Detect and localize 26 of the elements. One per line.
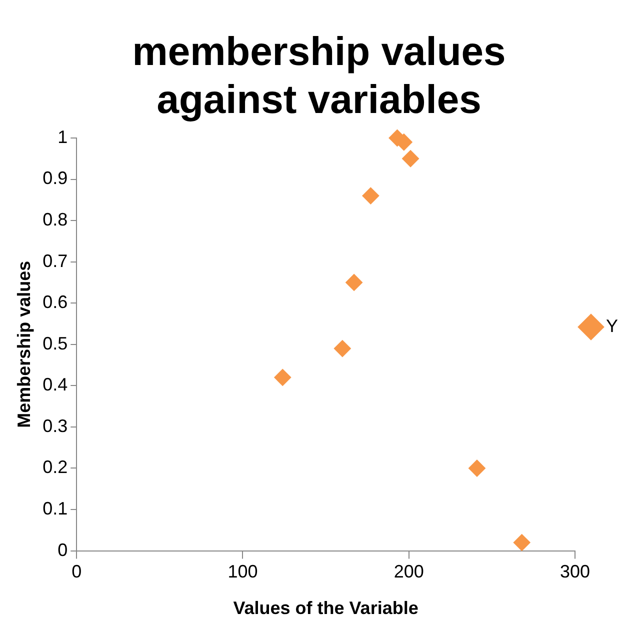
y-tick-label: 0 <box>58 540 68 560</box>
point <box>402 150 420 168</box>
y-tick-label: 0.9 <box>42 168 68 188</box>
x-tick-label: 300 <box>560 562 590 582</box>
x-tick-label: 0 <box>72 562 82 582</box>
y-tick-label: 0.4 <box>42 374 68 395</box>
legend-label: Y <box>606 316 618 336</box>
x-tick-label: 200 <box>394 562 424 582</box>
y-tick-label: 0.7 <box>42 250 68 271</box>
y-tick-label: 0.3 <box>42 416 68 436</box>
y-axis-title: Membership values <box>14 260 34 428</box>
y-tick-label: 0.2 <box>42 457 68 478</box>
point <box>346 274 363 291</box>
point <box>362 187 380 204</box>
x-tick-label: 100 <box>228 562 258 582</box>
point <box>513 534 530 552</box>
point <box>468 460 486 477</box>
y-tick-label: 0.6 <box>42 292 68 312</box>
x-axis-title: Values of the Variable <box>233 598 418 618</box>
point <box>334 340 351 358</box>
y-tick-label: 1 <box>58 126 68 147</box>
y-tick-label: 0.5 <box>42 333 68 354</box>
y-tick-label: 0.1 <box>42 498 68 518</box>
y-tick-label: 0.8 <box>42 210 68 230</box>
chart-title: membership values against variables <box>132 30 506 122</box>
point <box>274 368 292 386</box>
